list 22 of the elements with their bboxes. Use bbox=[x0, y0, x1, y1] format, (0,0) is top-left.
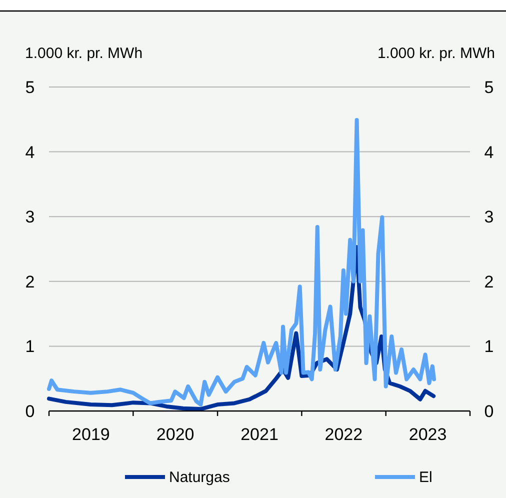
line-series bbox=[47, 118, 436, 407]
y2-tick-label: 2 bbox=[484, 272, 494, 292]
y2-tick-label: 4 bbox=[484, 142, 494, 162]
legend-label: Naturgas bbox=[169, 469, 230, 486]
x-tick-label: 2021 bbox=[240, 425, 278, 444]
y-tick-label: 4 bbox=[25, 142, 35, 162]
y-tick-label: 5 bbox=[25, 78, 35, 97]
x-tick-label: 2023 bbox=[408, 425, 447, 444]
y-tick-label: 2 bbox=[25, 272, 35, 292]
y-tick-label: 0 bbox=[25, 402, 35, 421]
x-tick-label: 2019 bbox=[72, 425, 110, 444]
y2-tick-label: 1 bbox=[484, 337, 494, 356]
legend-label: El bbox=[419, 469, 432, 486]
y2-tick-label: 3 bbox=[484, 208, 494, 227]
y2-tick-label: 5 bbox=[484, 78, 494, 97]
y-tick-label: 1 bbox=[25, 337, 35, 356]
y-axis-title: 1.000 kr. pr. MWh bbox=[25, 45, 143, 62]
y2-axis-title: 1.000 kr. pr. MWh bbox=[377, 45, 495, 62]
x-tick-label: 2022 bbox=[324, 425, 363, 444]
y-tick-label: 3 bbox=[25, 208, 35, 227]
y2-tick-label: 0 bbox=[484, 402, 494, 421]
x-tick-label: 2020 bbox=[156, 425, 194, 444]
